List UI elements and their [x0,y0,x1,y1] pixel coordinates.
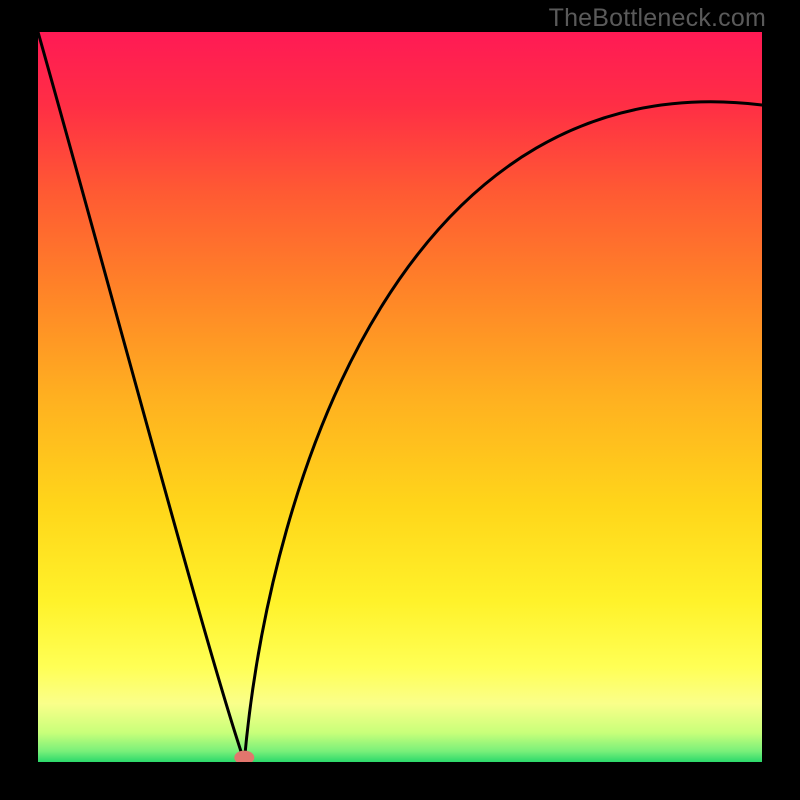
plot-area [38,32,762,762]
gradient-background [38,32,762,762]
watermark-label: TheBottleneck.com [549,4,766,33]
chart-container: TheBottleneck.com [0,0,800,800]
